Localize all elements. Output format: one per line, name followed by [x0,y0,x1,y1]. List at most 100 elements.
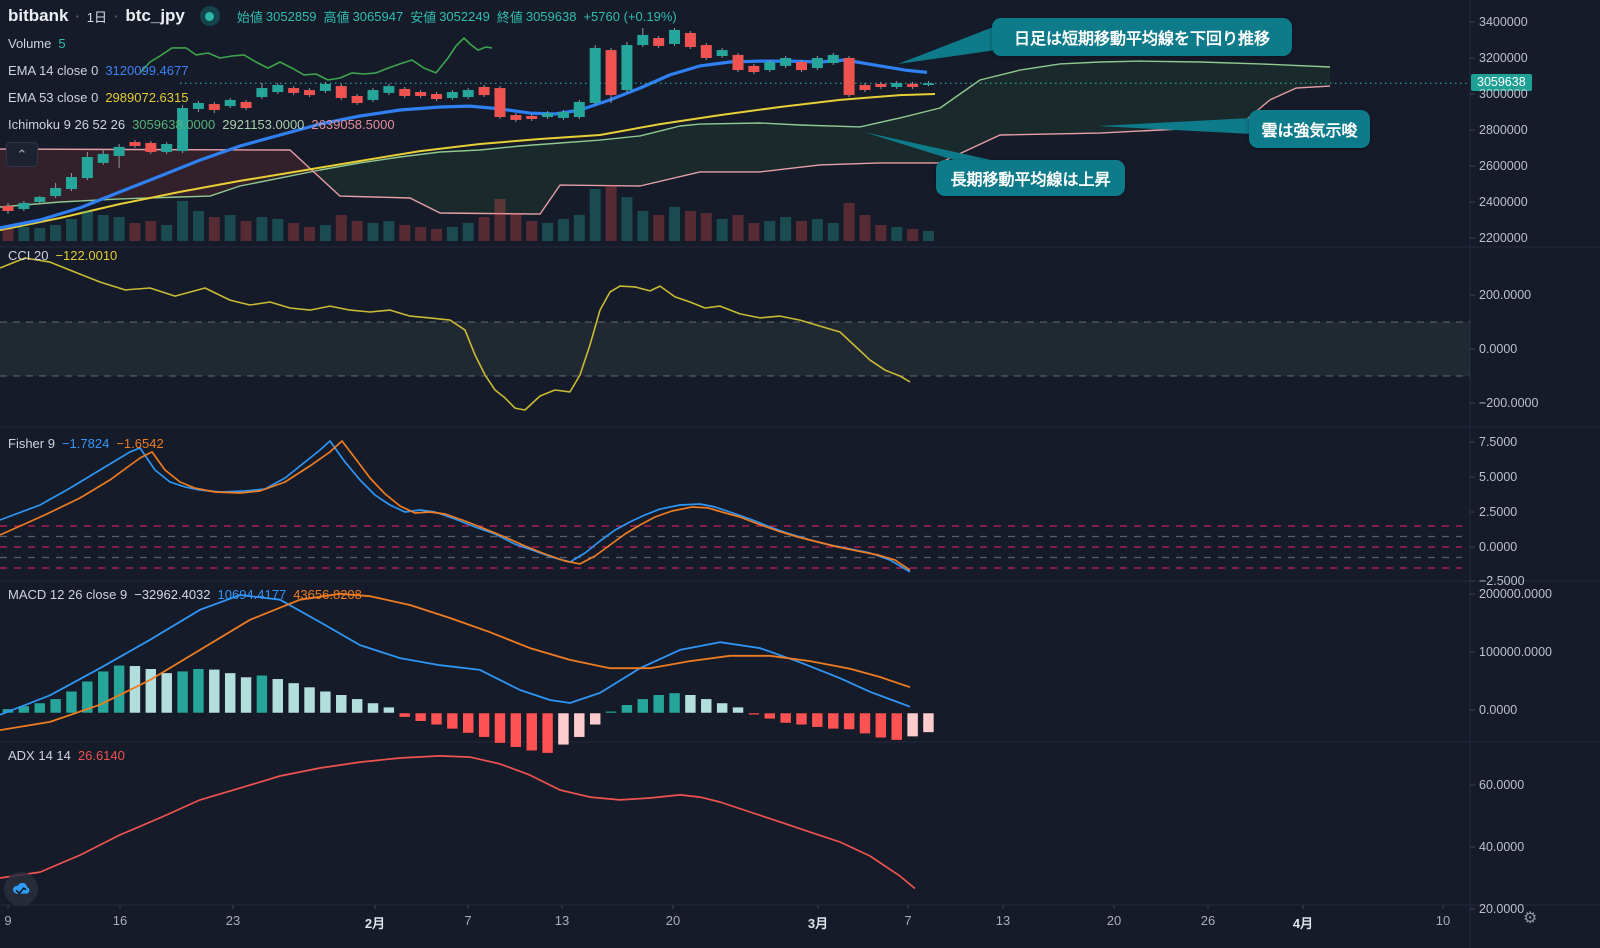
annotation-tail [898,26,996,64]
ema14-value: 3120099.4677 [105,63,189,78]
macd-histogram-bar [589,712,601,726]
candle-body [621,45,633,91]
macd-histogram-bar [224,672,236,714]
macd-histogram-bar [81,680,94,714]
volume-bar [589,189,601,241]
volume-bar [653,215,665,241]
macd-histogram-bar [716,702,728,714]
annotation-callout-cloud[interactable]: 雲は強気示唆 [1249,110,1370,148]
candle-body [700,45,712,58]
macd-histogram-bar [192,668,205,714]
cci-legend-row[interactable]: CCI 20 −122.0010 [8,248,117,263]
close-label: 終値 [496,9,523,25]
macd-histogram-bar [764,712,776,720]
separator-dot: · [75,8,80,24]
candle-body [367,90,379,100]
time-axis-label: 16 [112,913,128,928]
macd-histogram-bar [65,690,78,714]
volume-bar [129,223,141,241]
candle-body [161,144,173,152]
volume-bar [859,215,871,241]
collapse-legend-button[interactable]: ⌃ [6,142,38,167]
volume-bar [161,225,173,241]
macd-histogram-bar [383,706,395,714]
candle-body [224,99,236,107]
ichimoku-chikou-line [139,37,493,81]
candle-body [907,83,919,87]
annotation-callout-short-ma[interactable]: 日足は短期移動平均線を下回り推移 [992,18,1292,56]
macd-axis-label: 100000.0000 [1479,645,1552,659]
ema14-legend-row[interactable]: EMA 14 close 0 3120099.4677 [8,63,188,78]
volume-bar [145,221,157,241]
volume-bar [907,229,919,241]
macd-axis-label: 0.0000 [1479,703,1518,717]
volume-legend-row[interactable]: Volume 5 [8,36,66,51]
gear-icon[interactable]: ⚙ [1523,910,1538,927]
adx-axis-label: 40.0000 [1479,840,1525,854]
candle-body [542,113,554,118]
candle-body [272,85,284,93]
volume-bar [240,221,252,241]
volume-bar [272,219,284,241]
volume-bar [34,228,46,241]
macd-histogram-bar [430,712,443,726]
macd-legend-row[interactable]: MACD 12 26 close 9 −32962.4032 10694.417… [8,587,362,602]
time-axis-label: 7 [904,913,912,928]
symbol-legend-row[interactable]: bitbank · 1日 · btc_jpy 始値 3052859 高値 306… [8,6,677,26]
tradingview-logo[interactable] [4,872,38,906]
ichimoku-legend-row[interactable]: Ichimoku 9 26 52 26 3059638.0000 2921153… [8,117,395,132]
candle-body [875,83,887,87]
macd-histogram-bar [256,674,268,714]
ichimoku-value-1: 3059638.0000 [132,117,216,132]
low-value: 3052249 [439,8,490,24]
macd-histogram-bar [875,712,887,739]
close-value: 3059638 [525,8,577,24]
interval-label[interactable]: 1日 [86,9,108,25]
macd-line-value: 10694.4177 [217,587,287,602]
macd-histogram-bar [33,702,46,714]
annotation-callout-long-ma[interactable]: 長期移動平均線は上昇 [936,160,1125,196]
macd-histogram-bar [446,712,459,730]
price-axis-label: 3000000 [1479,87,1528,101]
market-status-icon[interactable] [199,6,220,26]
ema53-legend-row[interactable]: EMA 53 close 0 2989072.6315 [8,90,188,105]
cci-line [0,257,911,411]
candle-body [780,58,792,66]
macd-histogram-bar [510,712,522,748]
macd-histogram-bar [478,712,490,738]
macd-histogram-bar [287,682,300,714]
candle-body [304,90,316,96]
time-axis-label: 9 [4,913,12,928]
volume-bar [637,211,649,241]
candle-body [843,58,855,96]
fisher-legend-row[interactable]: Fisher 9 −1.7824 −1.6542 [8,436,164,451]
candle-body [478,86,490,96]
volume-bar [811,219,823,241]
macd-histogram-bar [176,670,189,714]
volume-bar [351,221,363,241]
high-value: 3065947 [352,8,404,24]
candle-body [415,92,427,96]
volume-bar [843,203,855,241]
macd-histogram-bar [113,664,125,714]
chevron-up-icon: ⌃ [16,147,28,162]
macd-histogram-bar [414,712,427,722]
adx-axis-label: 20.0000 [1479,902,1525,916]
change-value: +5760 (+0.19%) [583,8,677,24]
candle-body [557,112,569,118]
adx-legend-row[interactable]: ADX 14 14 26.6140 [8,748,125,763]
volume-bar [780,217,792,241]
macd-histogram-bar [684,694,697,714]
macd-signal-value: 43656.8208 [293,587,362,602]
volume-bar [764,221,776,241]
high-label: 高値 [323,9,350,25]
candle-body [605,50,617,96]
cci-axis-label: 200.0000 [1479,288,1532,302]
time-axis-label: 2月 [364,916,386,931]
annotation-text: 雲は強気示唆 [1261,123,1358,140]
volume-bar [304,227,316,241]
volume-bar [177,201,189,241]
candle-body [383,86,395,93]
